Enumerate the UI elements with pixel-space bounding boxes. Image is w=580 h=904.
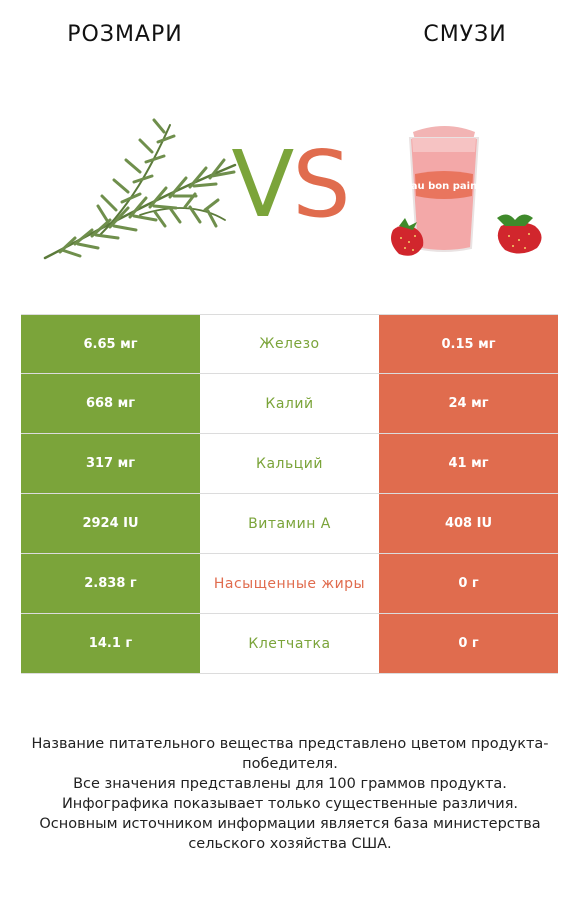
vs-label: VS xyxy=(222,130,358,240)
table-row: 317 мг Кальций 41 мг xyxy=(21,434,558,494)
right-value: 0 г xyxy=(379,554,558,613)
table-row: 14.1 г Клетчатка 0 г xyxy=(21,614,558,674)
right-product-title: СМУЗИ xyxy=(423,22,507,47)
left-value: 668 мг xyxy=(21,374,200,433)
right-value: 408 IU xyxy=(379,494,558,553)
vs-s-letter: S xyxy=(292,131,350,238)
left-value: 14.1 г xyxy=(21,614,200,673)
footer-line: Основным источником информации является … xyxy=(39,816,541,852)
right-value: 41 мг xyxy=(379,434,558,493)
nutrient-name: Насыщенные жиры xyxy=(200,554,379,613)
nutrient-name: Калий xyxy=(200,374,379,433)
right-value: 24 мг xyxy=(379,374,558,433)
nutrient-name: Витамин A xyxy=(200,494,379,553)
vs-v-letter: V xyxy=(231,131,294,238)
table-row: 6.65 мг Железо 0.15 мг xyxy=(21,314,558,374)
nutrient-name: Кальций xyxy=(200,434,379,493)
comparison-table: 6.65 мг Железо 0.15 мг 668 мг Калий 24 м… xyxy=(21,314,558,674)
rosemary-image xyxy=(43,118,237,260)
left-value: 2924 IU xyxy=(21,494,200,553)
cup-brand-text: au bon pain xyxy=(411,181,477,192)
footer-line: Название питательного вещества представл… xyxy=(31,736,549,772)
left-value: 317 мг xyxy=(21,434,200,493)
right-value: 0.15 мг xyxy=(379,315,558,373)
nutrient-name: Железо xyxy=(200,315,379,373)
footer-notes: Название питательного вещества представл… xyxy=(20,734,560,854)
left-value: 6.65 мг xyxy=(21,315,200,373)
strawberry-right xyxy=(497,214,542,254)
left-value: 2.838 г xyxy=(21,554,200,613)
table-row: 2924 IU Витамин A 408 IU xyxy=(21,494,558,554)
footer-line: Все значения представлены для 100 граммо… xyxy=(73,776,507,792)
nutrient-name: Клетчатка xyxy=(200,614,379,673)
left-product-title: РОЗМАРИ xyxy=(67,22,183,47)
right-value: 0 г xyxy=(379,614,558,673)
table-row: 2.838 г Насыщенные жиры 0 г xyxy=(21,554,558,614)
smoothie-image: au bon pain xyxy=(391,126,542,256)
table-row: 668 мг Калий 24 мг xyxy=(21,374,558,434)
strawberry-left xyxy=(391,218,424,256)
footer-line: Инфографика показывает только существенн… xyxy=(61,796,519,812)
